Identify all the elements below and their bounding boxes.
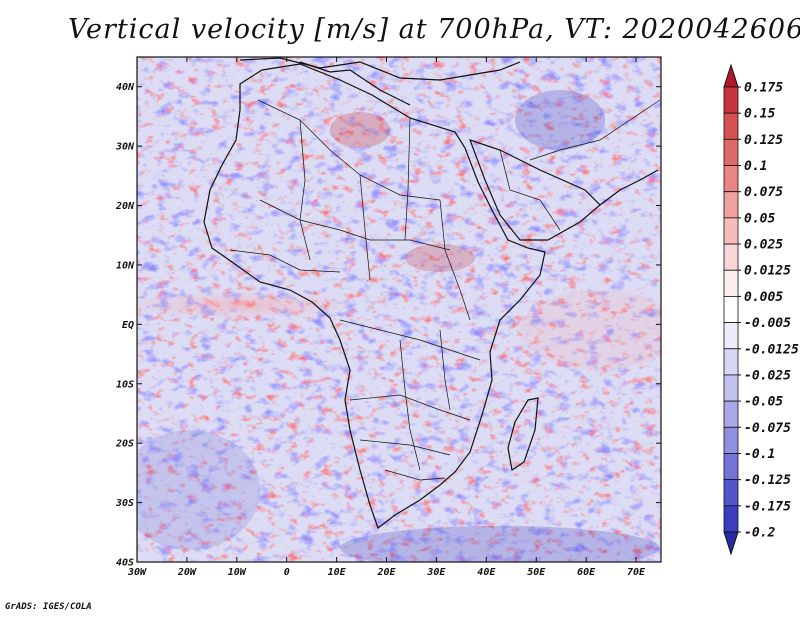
colorbar-box (723, 243, 739, 271)
colorbar-label: 0.075 (744, 185, 783, 200)
colorbar-label: 0.025 (744, 238, 783, 253)
lat-tick-label: EQ (122, 320, 134, 331)
country-borders (229, 99, 661, 481)
lat-tick-label: 20N (115, 201, 135, 212)
lon-tick-label: 10E (328, 567, 347, 578)
colorbar-label: 0.0125 (744, 264, 791, 279)
colorbar-label: 0.175 (744, 81, 783, 96)
lat-tick-label: 10N (116, 260, 135, 271)
latitude-axis: 40N 30N 20N 10N EQ 10S 20S 30S 40S (115, 82, 661, 569)
longitude-axis: 30W 20W 10W 0 10E 20E 30E 40E 50E 60E 70E (127, 57, 646, 578)
lat-tick-label: 40S (116, 558, 134, 569)
colorbar-box (723, 165, 739, 193)
colorbar-box (723, 217, 739, 245)
lon-tick-label: 20E (376, 567, 396, 578)
colorbar-label: -0.125 (744, 473, 791, 488)
asia-coastline (599, 169, 659, 206)
lat-tick-label: 30S (115, 498, 134, 509)
colorbar-label: -0.005 (744, 316, 791, 331)
map-title: Vertical velocity [m/s] at 700hPa, VT: 2… (68, 14, 800, 45)
colorbar-box (723, 400, 739, 428)
lon-tick-label: 10W (228, 567, 247, 578)
coastlines (203, 57, 659, 529)
lon-tick-label: 30W (127, 567, 147, 578)
colorbar-label: 0.125 (744, 133, 783, 148)
colorbar-box (723, 322, 739, 350)
lon-tick-label: 60E (577, 567, 596, 578)
colorbar-box (723, 86, 739, 114)
colorbar-label: 0.1 (744, 159, 767, 174)
africa-coastline (203, 63, 546, 529)
colorbar-label: -0.05 (744, 395, 783, 410)
colorbar-bottom-arrow (723, 531, 739, 556)
colorbar-box (723, 348, 739, 376)
lat-tick-label: 40N (116, 82, 135, 93)
colorbar-label: 0.05 (744, 211, 775, 226)
lon-tick-label: 40E (477, 567, 496, 578)
colorbar-label: -0.025 (744, 368, 791, 383)
colorbar-box (723, 112, 739, 140)
colorbar: 0.175 0.15 0.125 0.1 0.075 0.05 0.025 0.0125 0.0… (723, 63, 799, 556)
lat-tick-label: 10S (116, 379, 134, 390)
colorbar-label: -0.2 (744, 526, 775, 541)
velocity-field (137, 57, 661, 562)
colorbar-top-arrow (723, 63, 739, 88)
colorbar-box (723, 374, 739, 402)
colorbar-label: -0.1 (744, 447, 775, 462)
lat-tick-label: 20S (115, 439, 134, 450)
europe-coastline (239, 57, 521, 81)
colorbar-box (723, 453, 739, 481)
lon-tick-label: 50E (527, 567, 546, 578)
colorbar-box (723, 191, 739, 219)
madagascar-coastline (507, 397, 539, 472)
colorbar-box (723, 296, 739, 323)
arabia-coastline (468, 139, 601, 241)
colorbar-box (723, 505, 739, 533)
colorbar-box (723, 479, 739, 507)
colorbar-box (723, 138, 739, 166)
mediterranean-coastline (299, 61, 411, 106)
lon-tick-label: 0 (284, 567, 290, 578)
colorbar-label: -0.175 (744, 499, 791, 514)
lon-tick-label: 20W (177, 567, 197, 578)
lon-tick-label: 70E (627, 567, 646, 578)
colorbar-label: -0.0125 (744, 342, 799, 357)
colorbar-label: -0.075 (744, 421, 791, 436)
lon-tick-label: 30E (426, 567, 446, 578)
colorbar-label: 0.15 (744, 107, 775, 122)
colorbar-box (723, 269, 739, 297)
map-frame (136, 56, 662, 563)
grads-credit: GrADS: IGES/COLA (5, 602, 92, 612)
colorbar-box (723, 426, 739, 454)
colorbar-label: 0.005 (744, 290, 783, 305)
lat-tick-label: 30N (115, 142, 135, 153)
